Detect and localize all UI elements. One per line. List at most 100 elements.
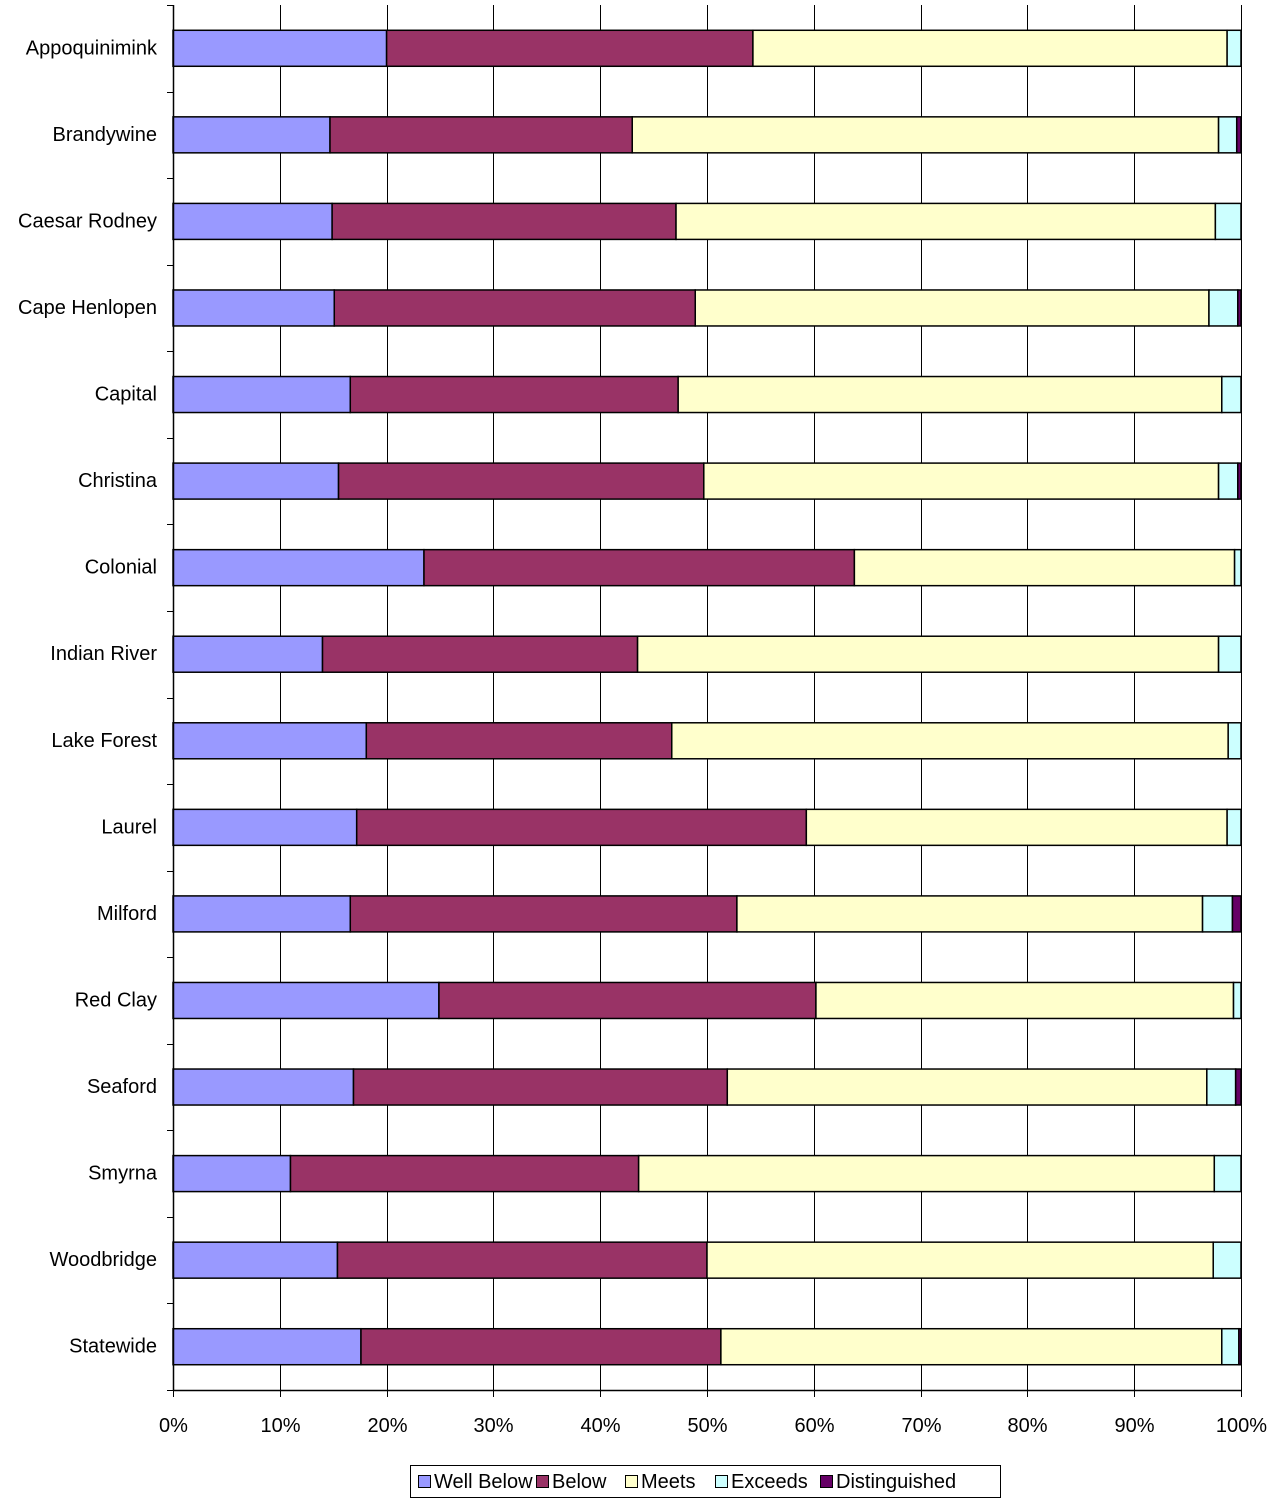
bar-segment-meets	[815, 981, 1235, 1020]
category-label: Brandywine	[52, 124, 157, 146]
bar-segment-below	[423, 548, 856, 587]
bar-segment-distinguished	[1238, 1327, 1242, 1366]
bar-segment-meets	[720, 1327, 1223, 1366]
bar-segment-below	[349, 895, 738, 933]
bar-segment-exceeds	[1213, 1154, 1242, 1193]
bar-segment-well-below	[172, 1154, 292, 1193]
legend-label: Below	[552, 1471, 607, 1493]
x-tick-label: 100%	[1216, 1415, 1267, 1437]
legend-swatch-below	[536, 1475, 549, 1488]
legend-swatch-meets	[625, 1475, 638, 1488]
category-label: Red Clay	[75, 989, 157, 1011]
category-label: Christina	[78, 470, 158, 492]
bar-segment-below	[360, 1327, 722, 1366]
bar-segment-well-below	[172, 722, 368, 760]
category-label: Seaford	[87, 1076, 157, 1098]
category-labels: Appoquinimink Brandywine Caesar Rodney Cape…	[18, 37, 158, 1357]
category-label: Statewide	[69, 1336, 157, 1358]
bar-segment-exceeds	[1217, 116, 1238, 154]
legend-swatch-well-below	[418, 1475, 431, 1488]
x-tick-label: 50%	[687, 1415, 727, 1437]
bar-segment-exceeds	[1226, 808, 1242, 847]
bar-segment-below	[438, 981, 817, 1020]
bar-segment-well-below	[172, 1068, 355, 1106]
bar-segment-well-below	[172, 116, 331, 154]
x-tick-label: 20%	[367, 1415, 407, 1437]
category-label: Smyrna	[88, 1163, 158, 1185]
bar-segment-meets	[853, 548, 1236, 587]
legend: Well Below Below Meets Exceeds Distinguished	[410, 1465, 1001, 1498]
bar-segment-exceeds	[1214, 202, 1242, 241]
bar-segment-below	[352, 1068, 729, 1106]
category-label: Capital	[95, 384, 157, 406]
legend-swatch-distinguished	[820, 1475, 833, 1488]
bar-segment-exceeds	[1212, 1241, 1242, 1279]
bar-segment-well-below	[172, 1241, 339, 1279]
legend-label: Distinguished	[836, 1471, 956, 1493]
bar-segment-meets	[694, 289, 1210, 327]
bar-segment-exceeds	[1221, 375, 1242, 414]
bar-segment-well-below	[172, 29, 388, 68]
bar-segment-well-below	[172, 202, 333, 241]
bar-segment-below	[333, 289, 697, 327]
bar-segment-below	[331, 202, 677, 241]
x-tick-label: 0%	[159, 1415, 188, 1437]
bar-segment-below	[336, 1241, 708, 1279]
bar-segment-meets	[636, 635, 1220, 673]
bar-segment-distinguished	[1237, 289, 1242, 327]
bar-segment-well-below	[172, 895, 352, 933]
bar-segment-well-below	[172, 981, 440, 1020]
bar-segment-meets	[752, 29, 1228, 68]
bar-segment-distinguished	[1231, 895, 1242, 933]
bar-segment-meets	[805, 808, 1228, 847]
category-label: Caesar Rodney	[18, 210, 157, 232]
category-label: Woodbridge	[50, 1249, 157, 1271]
legend-swatch-exceeds	[715, 1475, 728, 1488]
bar-segment-below	[321, 635, 639, 673]
bar-segment-meets	[703, 462, 1220, 500]
x-tick-label: 30%	[473, 1415, 513, 1437]
bar-segment-meets	[736, 895, 1204, 933]
category-label: Lake Forest	[51, 730, 157, 752]
x-tick-label: 70%	[901, 1415, 941, 1437]
bar-segment-meets	[706, 1241, 1214, 1279]
bar-segment-below	[289, 1154, 640, 1193]
bar-segment-below	[337, 462, 705, 500]
x-tick-label: 10%	[260, 1415, 300, 1437]
bar-segment-well-below	[172, 808, 358, 847]
bar-segment-distinguished	[1234, 1068, 1242, 1106]
axes	[167, 5, 1242, 1397]
bar-segment-meets	[726, 1068, 1208, 1106]
bar-segment-below	[385, 29, 754, 68]
category-label: Cape Henlopen	[18, 297, 157, 319]
legend-label: Meets	[641, 1471, 695, 1493]
bar-segment-meets	[677, 375, 1223, 414]
bar-segment-below	[329, 116, 633, 154]
x-tick-label: 40%	[580, 1415, 620, 1437]
bar-segment-exceeds	[1206, 1068, 1237, 1106]
bars	[172, 29, 1242, 1366]
x-tick-label: 60%	[794, 1415, 834, 1437]
bar-segment-distinguished	[1237, 462, 1242, 500]
category-label: Indian River	[50, 643, 157, 665]
bar-segment-exceeds	[1221, 1327, 1240, 1366]
bar-segment-exceeds	[1227, 722, 1242, 760]
x-tick-label: 80%	[1007, 1415, 1047, 1437]
bar-segment-distinguished	[1235, 116, 1242, 154]
bar-segment-meets	[675, 202, 1217, 241]
legend-label: Well Below	[434, 1471, 533, 1493]
bar-segment-exceeds	[1233, 548, 1242, 587]
category-label: Milford	[97, 903, 157, 925]
bar-segment-meets	[671, 722, 1229, 760]
bar-segment-below	[355, 808, 808, 847]
bar-segment-exceeds	[1232, 981, 1242, 1020]
bar-segment-exceeds	[1226, 29, 1242, 68]
bar-segment-well-below	[172, 635, 324, 673]
bar-segment-well-below	[172, 1327, 362, 1366]
category-label: Colonial	[85, 557, 157, 579]
category-label: Laurel	[101, 816, 157, 838]
bar-segment-exceeds	[1217, 635, 1242, 673]
x-tick-labels: 0% 10% 20% 30% 40% 50% 60% 70% 80% 90% 100%	[159, 1415, 1267, 1437]
bar-segment-meets	[631, 116, 1220, 154]
